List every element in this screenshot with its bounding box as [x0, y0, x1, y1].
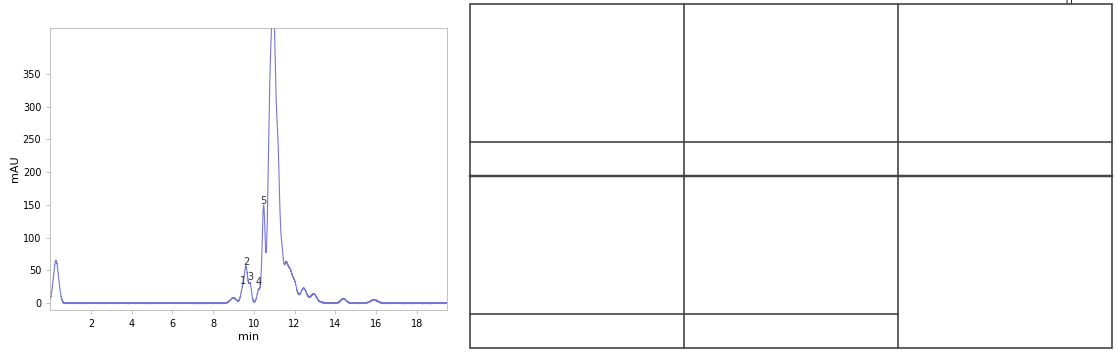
- Text: OH: OH: [549, 20, 560, 30]
- Text: OCH₃: OCH₃: [764, 51, 786, 60]
- Text: p–Coumaric  acid: p–Coumaric acid: [730, 324, 852, 338]
- Text: O: O: [805, 19, 812, 29]
- Text: OH: OH: [619, 85, 631, 94]
- Text: OH: OH: [840, 15, 852, 24]
- Text: OCH₃: OCH₃: [925, 117, 942, 122]
- Text: OH: OH: [740, 129, 754, 138]
- Text: Vanilic  acid: Vanilic acid: [748, 152, 834, 165]
- Text: O: O: [1065, 0, 1072, 7]
- Text: HO: HO: [712, 289, 726, 298]
- Text: OH: OH: [472, 84, 483, 93]
- Text: CO₂H: CO₂H: [579, 24, 597, 30]
- Text: H₃CO: H₃CO: [969, 89, 989, 98]
- X-axis label: min: min: [238, 332, 259, 341]
- Text: 1: 1: [239, 276, 246, 286]
- Text: HO: HO: [941, 110, 953, 119]
- Text: HO: HO: [548, 259, 560, 268]
- Text: OH: OH: [859, 188, 872, 197]
- Text: OH: OH: [596, 133, 608, 142]
- Text: Caffeic  acid: Caffeic acid: [961, 152, 1050, 165]
- Text: O: O: [633, 171, 639, 180]
- Text: O: O: [847, 167, 854, 176]
- Text: HO: HO: [511, 284, 524, 294]
- Text: 3: 3: [247, 272, 254, 282]
- Text: OH: OH: [644, 192, 657, 201]
- Text: OH: OH: [492, 67, 504, 76]
- Text: 5: 5: [260, 196, 267, 206]
- Text: OH: OH: [1078, 20, 1090, 29]
- Text: 4: 4: [256, 277, 262, 288]
- Text: Chlorogenic  acid: Chlorogenic acid: [514, 152, 639, 165]
- Text: Sinapic  acid: Sinapic acid: [531, 324, 623, 338]
- Text: 2: 2: [243, 257, 249, 266]
- Text: O: O: [596, 64, 601, 74]
- Text: O: O: [578, 88, 584, 97]
- Y-axis label: mAU: mAU: [10, 156, 20, 182]
